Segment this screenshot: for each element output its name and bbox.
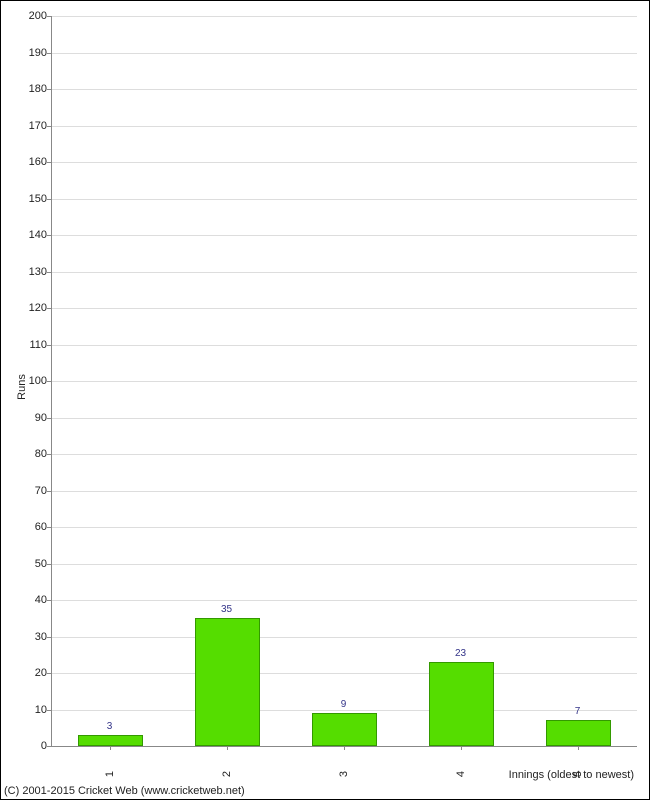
y-tick-mark (47, 199, 51, 200)
x-tick-label: 3 (338, 764, 350, 784)
chart-frame: 0102030405060708090100110120130140150160… (0, 0, 650, 800)
y-tick-mark (47, 564, 51, 565)
y-tick-mark (47, 89, 51, 90)
y-tick-label: 200 (17, 10, 47, 22)
y-tick-mark (47, 673, 51, 674)
grid-line (52, 527, 637, 528)
grid-line (52, 381, 637, 382)
y-tick-label: 50 (17, 558, 47, 570)
y-tick-mark (47, 600, 51, 601)
x-tick-label: 2 (221, 764, 233, 784)
bar (78, 735, 142, 746)
grid-line (52, 126, 637, 127)
grid-line (52, 564, 637, 565)
y-tick-mark (47, 637, 51, 638)
grid-line (52, 16, 637, 17)
y-tick-label: 180 (17, 83, 47, 95)
grid-line (52, 418, 637, 419)
y-tick-mark (47, 746, 51, 747)
y-tick-label: 80 (17, 448, 47, 460)
y-tick-label: 110 (17, 339, 47, 351)
y-tick-label: 40 (17, 594, 47, 606)
y-tick-mark (47, 381, 51, 382)
grid-line (52, 235, 637, 236)
y-tick-label: 30 (17, 631, 47, 643)
bar (546, 720, 610, 746)
y-tick-mark (47, 418, 51, 419)
y-tick-label: 150 (17, 193, 47, 205)
y-tick-label: 70 (17, 485, 47, 497)
bar-value-label: 7 (575, 706, 581, 717)
y-tick-mark (47, 53, 51, 54)
y-tick-mark (47, 345, 51, 346)
bar (195, 618, 259, 746)
grid-line (52, 600, 637, 601)
grid-line (52, 199, 637, 200)
y-tick-mark (47, 126, 51, 127)
x-tick-label: 4 (455, 764, 467, 784)
grid-line (52, 345, 637, 346)
y-tick-mark (47, 235, 51, 236)
x-tick-mark (110, 746, 111, 750)
y-tick-label: 170 (17, 120, 47, 132)
y-tick-mark (47, 491, 51, 492)
y-tick-mark (47, 308, 51, 309)
y-tick-mark (47, 162, 51, 163)
grid-line (52, 673, 637, 674)
x-tick-mark (344, 746, 345, 750)
grid-line (52, 162, 637, 163)
bar-value-label: 9 (341, 699, 347, 710)
bar (312, 713, 376, 746)
y-tick-label: 60 (17, 521, 47, 533)
y-tick-mark (47, 527, 51, 528)
grid-line (52, 89, 637, 90)
y-tick-label: 90 (17, 412, 47, 424)
y-tick-label: 0 (17, 740, 47, 752)
bar-value-label: 23 (455, 648, 466, 659)
y-tick-label: 120 (17, 302, 47, 314)
y-tick-mark (47, 272, 51, 273)
x-tick-label: 1 (104, 764, 116, 784)
bar (429, 662, 493, 746)
copyright-text: (C) 2001-2015 Cricket Web (www.cricketwe… (4, 785, 245, 797)
y-tick-label: 140 (17, 229, 47, 241)
grid-line (52, 491, 637, 492)
y-tick-mark (47, 454, 51, 455)
plot-area (51, 16, 637, 747)
grid-line (52, 272, 637, 273)
y-tick-label: 20 (17, 667, 47, 679)
grid-line (52, 53, 637, 54)
bar-value-label: 3 (107, 721, 113, 732)
x-tick-mark (227, 746, 228, 750)
grid-line (52, 308, 637, 309)
grid-line (52, 454, 637, 455)
y-tick-mark (47, 710, 51, 711)
x-axis-label: Innings (oldest to newest) (509, 769, 634, 781)
bar-value-label: 35 (221, 604, 232, 615)
y-tick-label: 190 (17, 47, 47, 59)
grid-line (52, 637, 637, 638)
y-tick-label: 10 (17, 704, 47, 716)
y-tick-label: 130 (17, 266, 47, 278)
y-axis-label: Runs (16, 374, 28, 400)
y-tick-mark (47, 16, 51, 17)
x-tick-mark (461, 746, 462, 750)
y-tick-label: 160 (17, 156, 47, 168)
x-tick-mark (578, 746, 579, 750)
